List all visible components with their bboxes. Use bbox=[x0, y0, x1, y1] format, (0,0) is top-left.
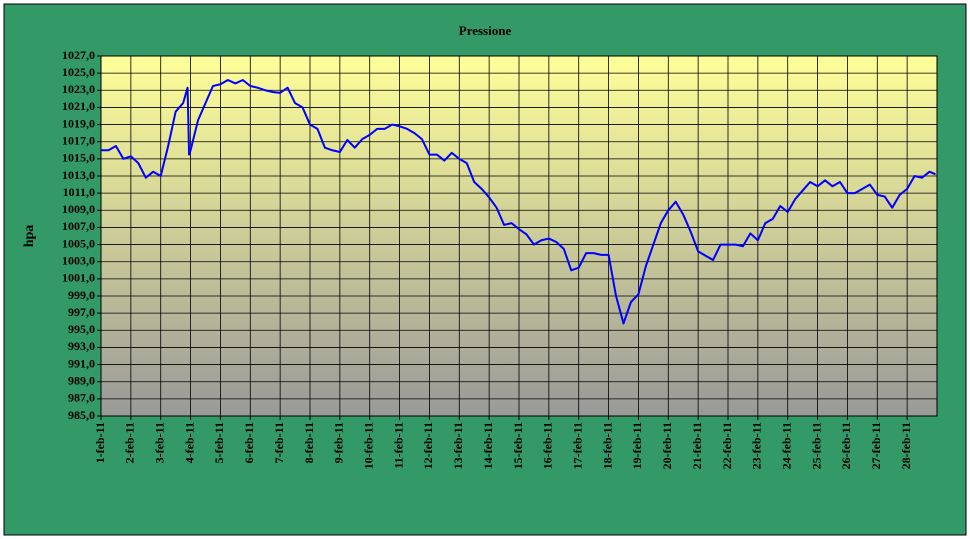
x-tick-label: 13-feb-11 bbox=[451, 422, 465, 469]
y-tick-label: 987,0 bbox=[68, 391, 95, 405]
x-tick-label: 1-feb-11 bbox=[93, 422, 107, 463]
x-tick-label: 3-feb-11 bbox=[152, 422, 166, 463]
y-tick-label: 1005,0 bbox=[62, 236, 95, 250]
y-tick-label: 993,0 bbox=[68, 339, 95, 353]
y-tick-label: 1001,0 bbox=[62, 271, 95, 285]
x-tick-label: 6-feb-11 bbox=[242, 422, 256, 463]
data-line bbox=[101, 79, 936, 325]
x-tick-label: 9-feb-11 bbox=[332, 422, 346, 463]
y-tick-label: 1013,0 bbox=[62, 168, 95, 182]
x-tick-label: 20-feb-11 bbox=[660, 422, 674, 469]
x-tick-label: 22-feb-11 bbox=[720, 422, 734, 469]
y-tick-label: 997,0 bbox=[68, 305, 95, 319]
x-tick-label: 25-feb-11 bbox=[809, 422, 823, 469]
y-tick-label: 995,0 bbox=[68, 322, 95, 336]
plot-border bbox=[100, 55, 938, 417]
y-tick-label: 1007,0 bbox=[62, 219, 95, 233]
y-tick-label: 1015,0 bbox=[62, 151, 95, 165]
y-tick-label: 991,0 bbox=[68, 356, 95, 370]
x-tick-label: 10-feb-11 bbox=[361, 422, 375, 469]
y-tick-label: 1009,0 bbox=[62, 202, 95, 216]
y-axis-label: hpa bbox=[22, 225, 37, 248]
x-tick-label: 14-feb-11 bbox=[481, 422, 495, 469]
x-tick-label: 2-feb-11 bbox=[123, 422, 137, 463]
x-tick-label: 12-feb-11 bbox=[421, 422, 435, 469]
y-tick-label: 999,0 bbox=[68, 288, 95, 302]
x-tick-label: 15-feb-11 bbox=[511, 422, 525, 469]
y-tick-label: 1023,0 bbox=[62, 82, 95, 96]
y-tick-label: 985,0 bbox=[68, 408, 95, 422]
x-tick-label: 16-feb-11 bbox=[541, 422, 555, 469]
x-tick-label: 5-feb-11 bbox=[212, 422, 226, 463]
x-tick-label: 24-feb-11 bbox=[779, 422, 793, 469]
y-tick-label: 1011,0 bbox=[63, 185, 95, 199]
chart-title: Pressione bbox=[459, 23, 512, 38]
x-tick-label: 26-feb-11 bbox=[839, 422, 853, 469]
x-tick-label: 18-feb-11 bbox=[600, 422, 614, 469]
x-tick-label: 19-feb-11 bbox=[630, 422, 644, 469]
x-tick-label: 7-feb-11 bbox=[272, 422, 286, 463]
x-tick-label: 11-feb-11 bbox=[391, 422, 405, 469]
y-tick-label: 1025,0 bbox=[62, 65, 95, 79]
x-tick-label: 23-feb-11 bbox=[750, 422, 764, 469]
x-tick-label: 28-feb-11 bbox=[899, 422, 913, 469]
y-tick-label: 1019,0 bbox=[62, 116, 95, 130]
y-tick-label: 1027,0 bbox=[62, 48, 95, 62]
x-tick-label: 4-feb-11 bbox=[182, 422, 196, 463]
x-tick-label: 17-feb-11 bbox=[570, 422, 584, 469]
x-tick-label: 27-feb-11 bbox=[869, 422, 883, 469]
x-tick-label: 8-feb-11 bbox=[302, 422, 316, 463]
y-tick-label: 1021,0 bbox=[62, 99, 95, 113]
x-tick-label: 21-feb-11 bbox=[690, 422, 704, 469]
y-tick-label: 989,0 bbox=[68, 373, 95, 387]
y-tick-label: 1003,0 bbox=[62, 253, 95, 267]
y-tick-label: 1017,0 bbox=[62, 133, 95, 147]
